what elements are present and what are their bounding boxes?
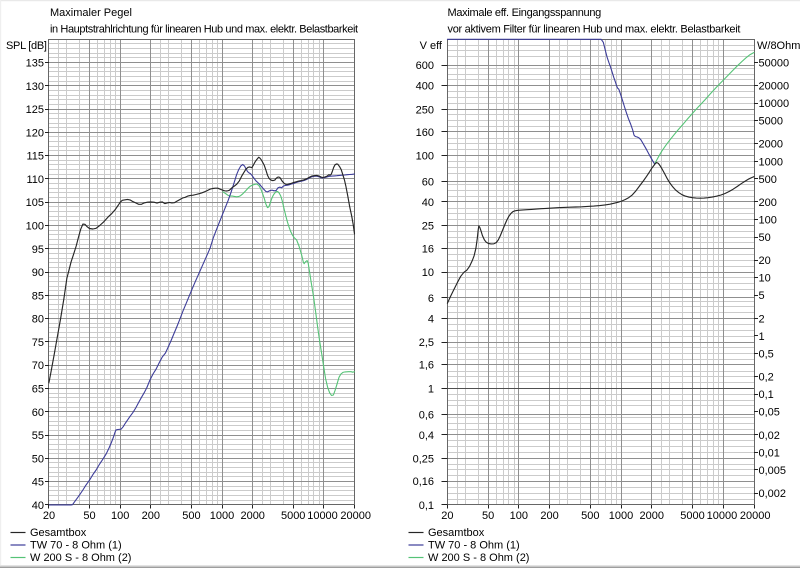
- svg-text:0,1: 0,1: [759, 389, 774, 401]
- svg-text:100: 100: [416, 151, 434, 163]
- svg-text:10: 10: [759, 273, 771, 285]
- svg-text:0,005: 0,005: [759, 465, 787, 477]
- svg-text:TW 70 - 8 Ohm (1): TW 70 - 8 Ohm (1): [30, 540, 122, 552]
- svg-text:20000: 20000: [340, 510, 371, 522]
- svg-text:W 200 S - 8 Ohm (2): W 200 S - 8 Ohm (2): [30, 552, 131, 564]
- svg-text:1000: 1000: [609, 510, 633, 522]
- svg-text:60: 60: [422, 177, 434, 189]
- svg-text:4: 4: [428, 313, 434, 325]
- svg-text:0,1: 0,1: [419, 500, 434, 512]
- svg-text:Maximale eff. Eingangsspannung: Maximale eff. Eingangsspannung: [448, 7, 602, 19]
- svg-text:115: 115: [26, 151, 44, 163]
- svg-text:5: 5: [759, 290, 765, 302]
- svg-text:W/8Ohm: W/8Ohm: [757, 40, 800, 52]
- svg-text:1: 1: [759, 331, 765, 343]
- svg-text:0,6: 0,6: [419, 409, 434, 421]
- svg-text:65: 65: [32, 384, 44, 396]
- svg-text:5000: 5000: [680, 510, 704, 522]
- svg-text:16: 16: [422, 243, 434, 255]
- svg-text:0,25: 0,25: [413, 454, 434, 466]
- svg-text:1000: 1000: [759, 156, 783, 168]
- svg-text:50: 50: [83, 510, 95, 522]
- svg-text:500: 500: [581, 510, 599, 522]
- svg-text:10000: 10000: [759, 98, 790, 110]
- svg-text:20: 20: [759, 255, 771, 267]
- svg-text:200: 200: [759, 197, 777, 209]
- svg-text:0,05: 0,05: [759, 407, 780, 419]
- svg-text:130: 130: [26, 81, 44, 93]
- svg-text:10: 10: [422, 267, 434, 279]
- svg-text:W 200 S - 8 Ohm (2): W 200 S - 8 Ohm (2): [428, 552, 529, 564]
- svg-text:0,01: 0,01: [759, 447, 780, 459]
- svg-text:Gesamtbox: Gesamtbox: [428, 527, 485, 539]
- svg-text:2000: 2000: [759, 139, 783, 151]
- svg-text:70: 70: [32, 360, 44, 372]
- svg-text:0,2: 0,2: [759, 372, 774, 384]
- svg-text:40: 40: [32, 500, 44, 512]
- svg-text:1: 1: [428, 384, 434, 396]
- svg-text:2: 2: [759, 313, 765, 325]
- svg-text:25: 25: [422, 221, 434, 233]
- svg-text:500: 500: [759, 174, 777, 186]
- svg-text:50: 50: [759, 232, 771, 244]
- svg-text:90: 90: [32, 267, 44, 279]
- svg-text:TW 70 - 8 Ohm (1): TW 70 - 8 Ohm (1): [428, 540, 520, 552]
- svg-text:20: 20: [441, 510, 453, 522]
- svg-text:100: 100: [510, 510, 528, 522]
- svg-text:in Hauptstrahlrichtung für lin: in Hauptstrahlrichtung für linearen Hub …: [50, 24, 358, 36]
- svg-text:10000: 10000: [707, 510, 738, 522]
- svg-text:0,02: 0,02: [759, 430, 780, 442]
- svg-text:250: 250: [416, 104, 434, 116]
- svg-text:125: 125: [26, 104, 44, 116]
- svg-text:1000: 1000: [210, 510, 234, 522]
- svg-text:1,6: 1,6: [419, 360, 434, 372]
- svg-text:0,16: 0,16: [413, 476, 434, 488]
- svg-text:2000: 2000: [240, 510, 264, 522]
- svg-text:0,002: 0,002: [759, 488, 787, 500]
- svg-text:SPL [dB]: SPL [dB]: [6, 40, 47, 52]
- svg-text:40: 40: [422, 197, 434, 209]
- svg-text:400: 400: [416, 81, 434, 93]
- svg-text:5000: 5000: [759, 116, 783, 128]
- svg-text:20000: 20000: [740, 510, 771, 522]
- svg-text:20: 20: [43, 510, 55, 522]
- svg-text:50: 50: [482, 510, 494, 522]
- svg-text:50000: 50000: [759, 57, 790, 69]
- svg-text:100: 100: [111, 510, 129, 522]
- svg-text:20000: 20000: [759, 81, 790, 93]
- svg-text:95: 95: [32, 244, 44, 256]
- svg-text:V eff: V eff: [420, 40, 443, 52]
- svg-text:135: 135: [26, 58, 44, 70]
- svg-text:0,4: 0,4: [419, 430, 434, 442]
- svg-text:45: 45: [32, 477, 44, 489]
- svg-text:50: 50: [32, 453, 44, 465]
- svg-text:6: 6: [428, 293, 434, 305]
- svg-text:110: 110: [26, 174, 44, 186]
- svg-text:200: 200: [142, 510, 160, 522]
- svg-text:500: 500: [182, 510, 200, 522]
- svg-text:160: 160: [416, 127, 434, 139]
- svg-text:2000: 2000: [640, 510, 664, 522]
- svg-text:0,5: 0,5: [759, 348, 774, 360]
- svg-text:60: 60: [32, 407, 44, 419]
- svg-text:600: 600: [416, 60, 434, 72]
- svg-text:100: 100: [26, 221, 44, 233]
- svg-text:200: 200: [540, 510, 558, 522]
- svg-text:85: 85: [32, 290, 44, 302]
- svg-text:Gesamtbox: Gesamtbox: [30, 527, 87, 539]
- svg-text:80: 80: [32, 314, 44, 326]
- svg-text:75: 75: [32, 337, 44, 349]
- svg-text:Maximaler Pegel: Maximaler Pegel: [50, 7, 132, 19]
- svg-text:2,5: 2,5: [419, 337, 434, 349]
- svg-text:120: 120: [26, 127, 44, 139]
- svg-text:10000: 10000: [307, 510, 338, 522]
- svg-text:100: 100: [759, 215, 777, 227]
- svg-text:vor aktivem Filter für lineare: vor aktivem Filter für linearen Hub und …: [448, 24, 741, 36]
- svg-text:105: 105: [26, 197, 44, 209]
- svg-text:55: 55: [32, 430, 44, 442]
- svg-text:5000: 5000: [281, 510, 305, 522]
